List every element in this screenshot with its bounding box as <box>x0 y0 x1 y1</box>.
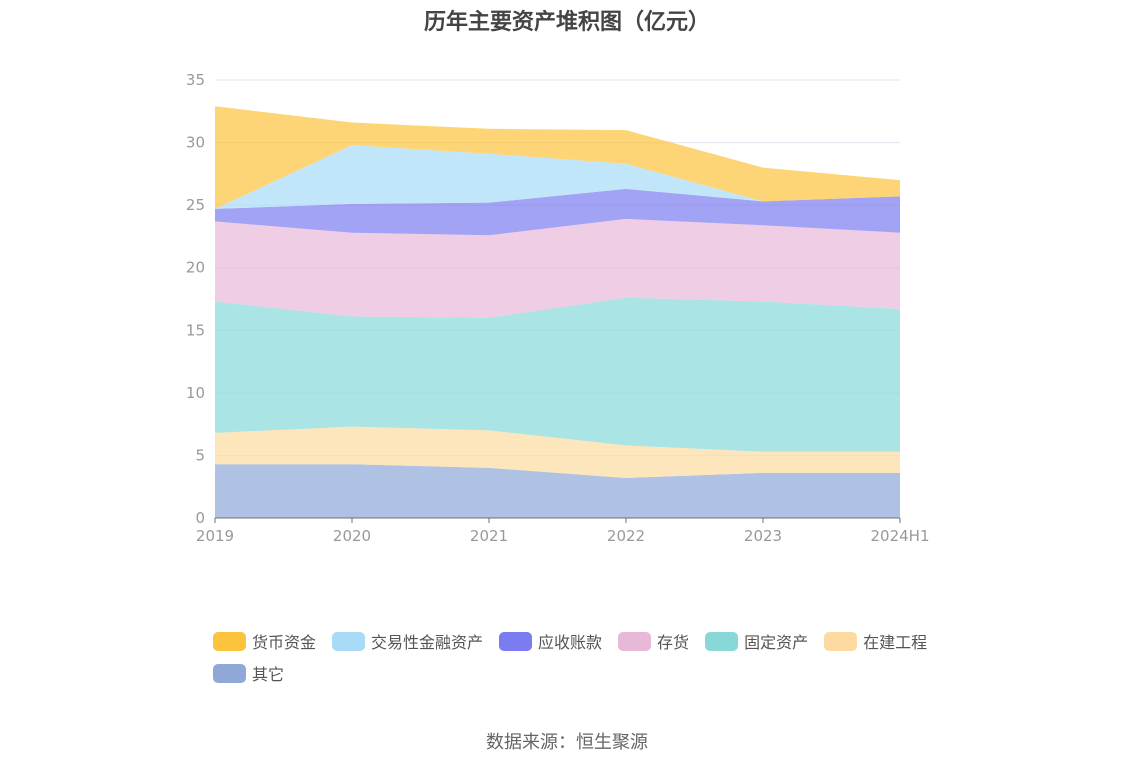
legend-swatch <box>705 631 739 651</box>
area-series-存货 <box>215 218 900 318</box>
x-tick-label: 2021 <box>470 527 508 545</box>
area-series-应收账款 <box>215 188 900 236</box>
legend-label: 货币资金 <box>252 633 317 652</box>
legend-swatch <box>824 631 858 651</box>
legend-label: 存货 <box>657 633 690 652</box>
y-tick-label: 30 <box>186 134 205 152</box>
y-tick-label: 0 <box>195 509 205 527</box>
chart-legend: 货币资金 交易性金融资产 应收账款 存货 固定资产 在建工程其它 <box>213 630 973 694</box>
chart-title: 历年主要资产堆积图（亿元） <box>423 10 710 35</box>
y-tick-label: 5 <box>195 446 205 464</box>
area-series-交易性金融资产 <box>215 145 900 209</box>
legend-swatch <box>332 631 366 651</box>
x-tick-label: 2019 <box>196 527 234 545</box>
legend-item[interactable]: 固定资产 <box>705 630 808 652</box>
legend-swatch <box>499 631 533 651</box>
y-tick-label: 25 <box>186 196 205 214</box>
legend-item[interactable]: 在建工程 <box>824 630 927 652</box>
legend-item[interactable]: 货币资金 <box>213 630 316 652</box>
data-source: 数据来源：恒生聚源 <box>486 732 648 753</box>
area-series-在建工程 <box>215 426 900 478</box>
legend-swatch <box>618 631 652 651</box>
x-tick-label: 2022 <box>607 527 645 545</box>
area-series-其它 <box>215 464 900 518</box>
legend-label: 应收账款 <box>538 633 603 652</box>
y-tick-label: 15 <box>186 321 205 339</box>
legend-label: 交易性金融资产 <box>371 633 484 652</box>
legend-swatch <box>213 631 246 651</box>
x-tick-label: 2024H1 <box>871 527 930 545</box>
legend-item[interactable]: 交易性金融资产 <box>332 630 483 652</box>
legend-label: 固定资产 <box>744 633 809 652</box>
y-tick-label: 20 <box>186 259 205 277</box>
legend-swatch <box>213 663 246 683</box>
area-series-货币资金 <box>215 106 900 209</box>
stacked-area-chart: 0 5 10 15 20 25 30 35 2019 2020 2021 2022 2023 2024H1 <box>186 71 930 545</box>
legend-item[interactable]: 存货 <box>618 630 689 652</box>
legend-item[interactable]: 其它 <box>213 662 284 684</box>
area-series-固定资产 <box>215 297 900 452</box>
x-tick-label: 2023 <box>744 527 782 545</box>
legend-item[interactable]: 应收账款 <box>499 630 602 652</box>
legend-label: 在建工程 <box>863 633 928 652</box>
x-tick-label: 2020 <box>333 527 371 545</box>
legend-label: 其它 <box>252 665 285 684</box>
y-tick-label: 10 <box>186 384 205 402</box>
y-tick-label: 35 <box>186 71 205 89</box>
